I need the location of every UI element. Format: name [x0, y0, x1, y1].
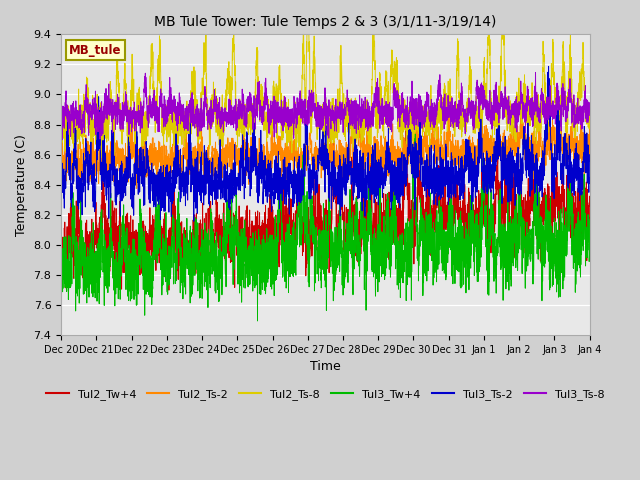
X-axis label: Time: Time: [310, 360, 340, 373]
Text: MB_tule: MB_tule: [69, 44, 122, 57]
Y-axis label: Temperature (C): Temperature (C): [15, 134, 28, 236]
Legend: Tul2_Tw+4, Tul2_Ts-2, Tul2_Ts-8, Tul3_Tw+4, Tul3_Ts-2, Tul3_Ts-8: Tul2_Tw+4, Tul2_Ts-2, Tul2_Ts-8, Tul3_Tw…: [42, 385, 609, 405]
Title: MB Tule Tower: Tule Temps 2 & 3 (3/1/11-3/19/14): MB Tule Tower: Tule Temps 2 & 3 (3/1/11-…: [154, 15, 497, 29]
